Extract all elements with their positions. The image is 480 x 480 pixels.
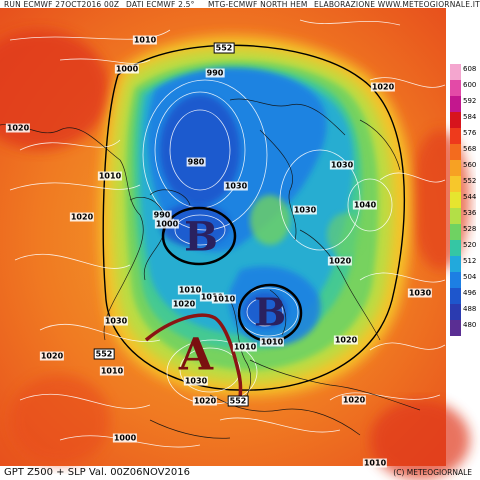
legend-swatch [450,112,461,128]
legend-level: 496 [463,289,477,297]
low-pressure-marker: B [184,213,218,261]
legend-level: 512 [463,257,477,265]
legend-row: 504 [450,272,478,288]
isobar-label: 1000 [154,219,180,229]
legend-level: 488 [463,305,477,313]
isobar-label: 1020 [5,123,31,133]
legend-swatch [450,272,461,288]
legend-level: 536 [463,209,477,217]
isobar-label: 1030 [329,160,355,170]
low-circle-1 [161,206,237,266]
legend-row: 560 [450,160,478,176]
isobar-label: 1020 [39,351,65,361]
isobar-label: 1030 [183,376,209,386]
legend-row: 512 [450,256,478,272]
isobar-label: 1030 [103,316,129,326]
high-pressure-marker: A [178,329,214,381]
geopotential-label: 552 [93,348,115,360]
legend-swatch [450,96,461,112]
legend-row: 552 [450,176,478,192]
legend-swatch [450,144,461,160]
isobar-label: 1010 [177,285,203,295]
isobar-label: 1010 [362,458,388,468]
isobar-label: 1010 [211,294,237,304]
isobar-label: 1010 [132,35,158,45]
legend-row: 584 [450,112,478,128]
isobar-label: 1000 [114,64,140,74]
color-legend: 608 600 592 584 576 568 560 552 544 536 528 520 512 5… [450,64,478,336]
legend-swatch [450,176,461,192]
low-pressure-marker: B [253,289,287,335]
legend-swatch [450,64,461,80]
legend-level: 608 [463,65,477,73]
legend-swatch [450,224,461,240]
ridge-line [144,313,243,401]
isobar-label: 1010 [99,366,125,376]
legend-swatch [450,240,461,256]
isobar-label: 1030 [407,288,433,298]
legend-level: 560 [463,161,477,169]
legend-row: 488 [450,304,478,320]
legend-level: 576 [463,129,477,137]
isobar-label: 1020 [341,395,367,405]
legend-row: 592 [450,96,478,112]
isobar-label: 1020 [370,82,396,92]
header-source: MTG-ECMWF NORTH HEM [208,0,308,9]
legend-swatch [450,80,461,96]
legend-row: 480 [450,320,478,336]
isobar-label: 1030 [223,181,249,191]
legend-level: 600 [463,81,477,89]
header-data: DATI ECMWF 2.5° [126,0,195,9]
isobars [9,19,446,448]
header-credit: ELABORAZIONE WWW.METEOGIORNALE.IT [314,0,480,9]
geopotential-label: 552 [227,395,249,407]
legend-swatch [450,128,461,144]
legend-level: 568 [463,145,477,153]
header-run: RUN ECMWF 27OCT2016 00Z [4,0,120,9]
isobar-label: 1010 [259,337,285,347]
legend-level: 504 [463,273,477,281]
legend-row: 528 [450,224,478,240]
legend-level: 528 [463,225,477,233]
footer-copyright: (C) METEOGIORNALE [393,468,472,477]
isobar-label: 990 [152,210,172,220]
legend-row: 544 [450,192,478,208]
geopotential-label: 552 [213,42,235,54]
legend-swatch [450,160,461,176]
isobar-label: 1010 [97,171,123,181]
footer-product: GPT Z500 + SLP Val. 00Z06NOV2016 [4,467,190,478]
legend-level: 592 [463,97,477,105]
legend-swatch [450,288,461,304]
isobar-label: 1020 [327,256,353,266]
legend-swatch [450,304,461,320]
legend-level: 544 [463,193,477,201]
isobar-label: 1020 [171,299,197,309]
isobar-label: 990 [205,68,225,78]
isobar-label: 1020 [192,396,218,406]
isobar-label: 980 [186,157,206,167]
isobar-label: 1020 [69,212,95,222]
legend-row: 520 [450,240,478,256]
isobar-label: 1040 [352,200,378,210]
legend-row: 608 [450,64,478,80]
legend-level: 520 [463,241,477,249]
legend-level: 584 [463,113,477,121]
legend-row: 576 [450,128,478,144]
isobar-label: 1030 [292,205,318,215]
legend-row: 536 [450,208,478,224]
legend-level: 480 [463,321,477,329]
legend-row: 600 [450,80,478,96]
legend-row: 496 [450,288,478,304]
legend-swatch [450,192,461,208]
isobar-label: 1010 [232,342,258,352]
legend-level: 552 [463,177,477,185]
legend-swatch [450,320,461,336]
legend-swatch [450,208,461,224]
legend-swatch [450,256,461,272]
isobar-label: 1000 [112,433,138,443]
legend-row: 568 [450,144,478,160]
isobar-label: 1020 [333,335,359,345]
